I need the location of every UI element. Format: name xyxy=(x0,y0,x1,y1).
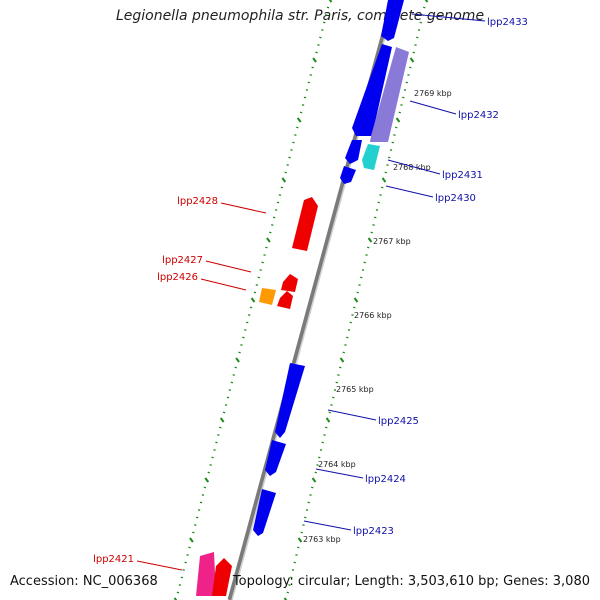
major-tick xyxy=(281,177,287,183)
major-tick xyxy=(339,357,345,363)
scale-label-2763: 2763 kbp xyxy=(303,535,341,544)
major-tick xyxy=(424,0,429,3)
major-tick xyxy=(409,57,415,63)
major-tick xyxy=(312,57,317,63)
label-lpp2427[interactable]: lpp2427 xyxy=(162,255,203,266)
major-tick xyxy=(353,297,359,303)
label-lpp2433[interactable]: lpp2433 xyxy=(487,17,528,28)
accession-text: Accession: NC_006368 xyxy=(10,574,158,589)
gene-lpp2423[interactable] xyxy=(253,489,276,536)
major-tick xyxy=(250,297,256,303)
topology-text: Topology: circular; Length: 3,503,610 bp… xyxy=(232,574,590,589)
gene-lpp2425[interactable] xyxy=(275,363,305,438)
forward-labels: lpp2433 lpp2432 lpp2431 lpp2430 lpp2425 … xyxy=(303,13,528,537)
label-lpp2432[interactable]: lpp2432 xyxy=(458,110,499,121)
gene-lpp2433[interactable] xyxy=(381,0,404,41)
scale-label-2768: 2768 kbp xyxy=(393,163,431,172)
major-tick xyxy=(189,537,194,543)
forward-genes xyxy=(253,0,409,536)
major-tick xyxy=(266,237,271,243)
tick-track-left xyxy=(173,0,333,600)
gene-lpp2431-a[interactable] xyxy=(345,140,362,164)
gene-lpp2431[interactable] xyxy=(362,144,380,170)
major-tick xyxy=(204,477,210,483)
scale-label-2766: 2766 kbp xyxy=(354,311,392,320)
scale-label-2764: 2764 kbp xyxy=(318,460,356,469)
label-lpp2421[interactable]: lpp2421 xyxy=(93,554,134,565)
scale-label-2769: 2769 kbp xyxy=(414,89,452,98)
label-lpp2424[interactable]: lpp2424 xyxy=(365,474,406,485)
major-tick xyxy=(173,597,178,600)
reverse-genes xyxy=(196,197,318,596)
scale-label-2765: 2765 kbp xyxy=(336,385,374,394)
gene-lpp2421[interactable] xyxy=(196,552,216,596)
major-tick xyxy=(395,117,401,123)
label-lpp2425[interactable]: lpp2425 xyxy=(378,416,419,427)
gene-lpp2430[interactable] xyxy=(340,166,356,184)
major-tick xyxy=(381,177,387,183)
major-tick xyxy=(311,477,317,483)
major-tick xyxy=(296,117,302,123)
gene-lpp2432-a[interactable] xyxy=(352,44,392,136)
gene-lpp2427-b[interactable] xyxy=(277,291,293,309)
label-lpp2428[interactable]: lpp2428 xyxy=(177,196,218,207)
gene-lpp2427[interactable] xyxy=(281,274,298,292)
major-tick xyxy=(367,237,373,243)
major-tick xyxy=(325,417,331,423)
scale-label-2767: 2767 kbp xyxy=(373,237,411,246)
major-tick xyxy=(219,417,225,423)
reverse-labels: lpp2428 lpp2427 lpp2426 lpp2421 xyxy=(93,196,267,571)
label-lpp2431[interactable]: lpp2431 xyxy=(442,170,483,181)
label-lpp2423[interactable]: lpp2423 xyxy=(353,526,394,537)
major-tick xyxy=(297,537,303,543)
label-lpp2430[interactable]: lpp2430 xyxy=(435,193,476,204)
major-tick xyxy=(283,597,288,600)
label-lpp2426[interactable]: lpp2426 xyxy=(157,272,198,283)
gene-lpp2432[interactable] xyxy=(370,47,409,142)
gene-lpp2426[interactable] xyxy=(259,288,276,305)
major-tick xyxy=(328,0,333,3)
scale-labels: 2769 kbp 2768 kbp 2767 kbp 2766 kbp 2765… xyxy=(303,89,452,544)
gene-lpp2424[interactable] xyxy=(265,440,286,476)
major-tick xyxy=(235,357,240,363)
gene-lpp2421-b[interactable] xyxy=(212,558,232,596)
gene-lpp2428[interactable] xyxy=(292,197,318,251)
